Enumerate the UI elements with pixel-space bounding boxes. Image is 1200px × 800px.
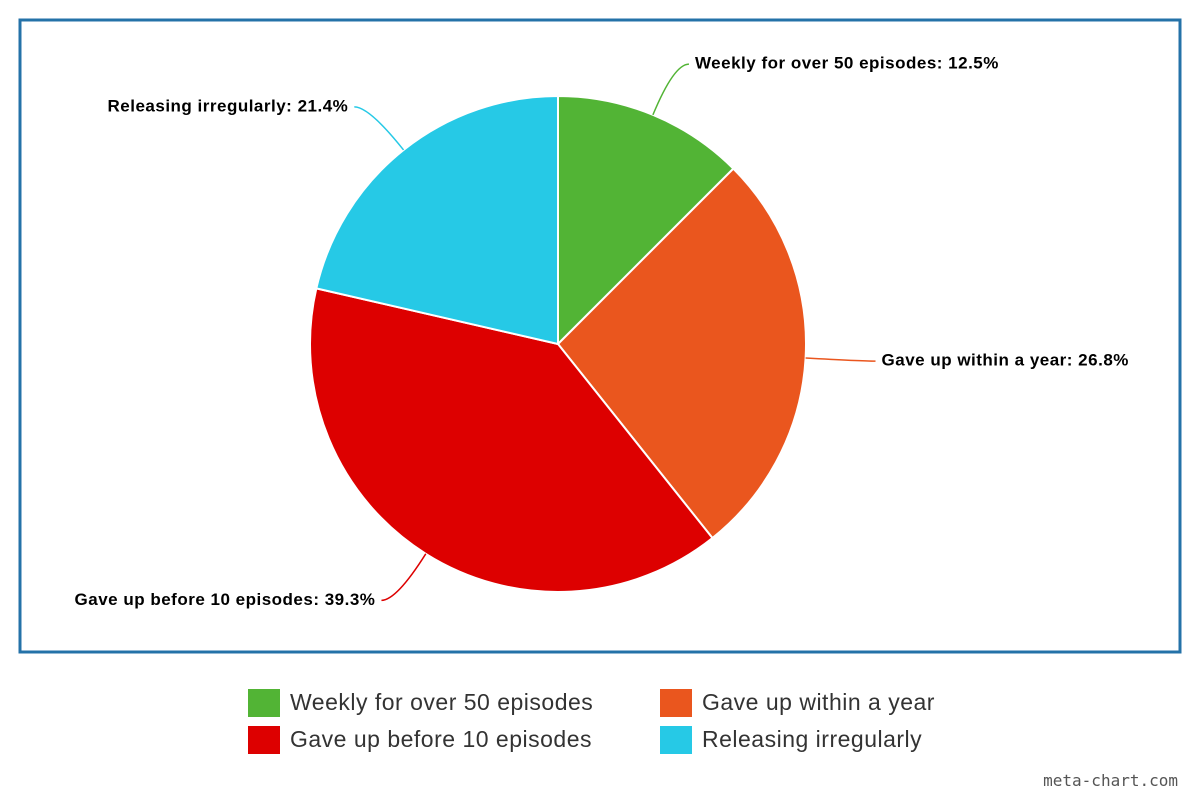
leader-line <box>354 106 405 151</box>
legend-swatch <box>660 726 692 754</box>
data-label: Gave up before 10 episodes: 39.3% <box>75 590 376 609</box>
legend-label: Weekly for over 50 episodes <box>290 689 593 715</box>
leader-line <box>652 63 690 116</box>
data-label: Weekly for over 50 episodes: 12.5% <box>695 54 999 73</box>
watermark: meta-chart.com <box>1043 771 1178 790</box>
pie-slice <box>309 287 714 593</box>
legend-swatch <box>248 689 280 717</box>
legend-label: Releasing irregularly <box>702 726 922 752</box>
legend-swatch <box>248 726 280 754</box>
leader-line <box>381 553 427 602</box>
data-label: Releasing irregularly: 21.4% <box>108 96 349 115</box>
pie-slice <box>557 94 735 347</box>
legend-label: Gave up before 10 episodes <box>290 726 592 752</box>
pie-slice <box>556 167 807 540</box>
legend-swatch <box>660 689 692 717</box>
leader-line <box>805 357 876 362</box>
data-label: Gave up within a year: 26.8% <box>882 351 1129 370</box>
legend-label: Gave up within a year <box>702 689 935 715</box>
